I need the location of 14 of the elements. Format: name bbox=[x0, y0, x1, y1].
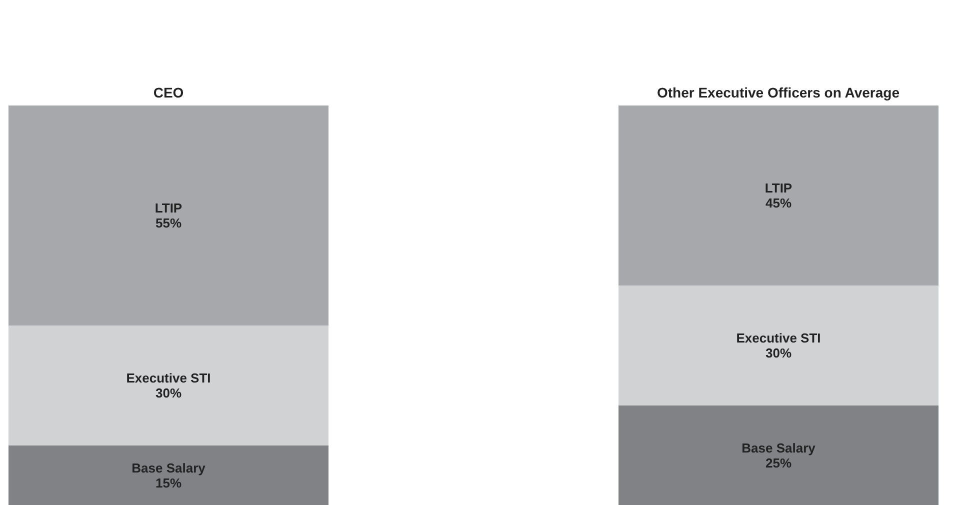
series-label: LTIP bbox=[764, 180, 792, 196]
data-label: 15% bbox=[155, 476, 182, 490]
data-label: 55% bbox=[155, 216, 182, 230]
series-label: Base Salary bbox=[132, 460, 206, 476]
chart-title: Other Executive Officers on Average bbox=[656, 84, 900, 100]
series-label: LTIP bbox=[154, 200, 182, 216]
data-label: 30% bbox=[155, 386, 182, 400]
data-label: 30% bbox=[765, 346, 792, 360]
series-label: Executive STI bbox=[736, 330, 821, 346]
data-label: 45% bbox=[765, 196, 792, 210]
series-label: Executive STI bbox=[126, 370, 211, 386]
chart-title: CEO bbox=[153, 84, 184, 100]
data-label: 25% bbox=[765, 456, 792, 470]
series-label: Base Salary bbox=[742, 440, 816, 456]
